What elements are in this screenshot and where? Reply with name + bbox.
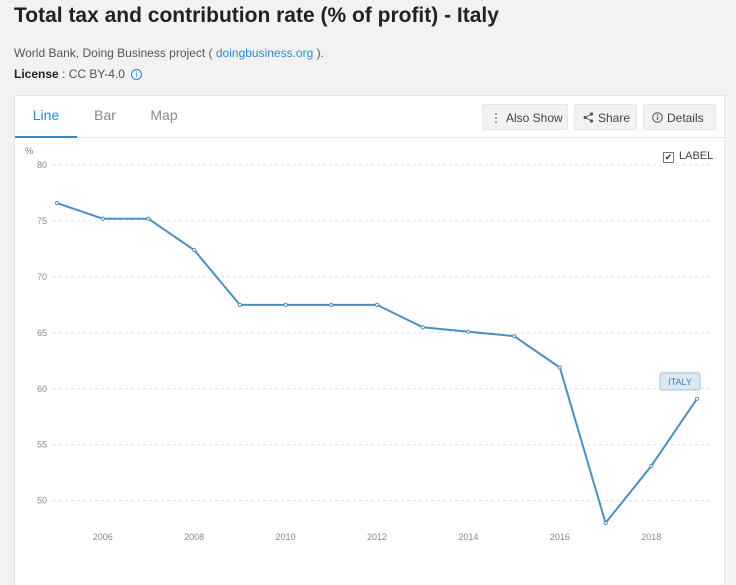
y-tick-label: 60	[37, 384, 47, 394]
y-tick-label: 50	[37, 496, 47, 506]
data-point[interactable]	[512, 334, 517, 339]
details-label: Details	[667, 111, 704, 125]
y-tick-label: 65	[37, 328, 47, 338]
data-point[interactable]	[694, 396, 700, 401]
page-title: Total tax and contribution rate (% of pr…	[14, 4, 499, 27]
y-axis-unit-label: %	[25, 146, 33, 156]
data-point[interactable]	[54, 200, 60, 206]
label-checkbox[interactable]: ✔	[663, 152, 674, 163]
source-suffix: ).	[313, 46, 324, 60]
y-tick-label: 75	[37, 216, 47, 226]
also-show-label: Also Show	[506, 111, 563, 125]
also-show-button[interactable]: ⋮ Also Show	[482, 104, 568, 130]
data-point[interactable]	[283, 302, 288, 307]
series-label: ITALY	[668, 377, 692, 387]
y-tick-label: 70	[37, 272, 47, 282]
view-tabs: Line Bar Map ⋮ Also Show Share	[15, 96, 724, 138]
share-button[interactable]: Share	[574, 104, 637, 130]
label-toggle-text: LABEL	[679, 150, 714, 162]
data-point[interactable]	[374, 302, 380, 307]
tab-bar[interactable]: Bar	[94, 107, 116, 123]
info-circle-icon	[650, 105, 664, 131]
more-vertical-icon: ⋮	[490, 111, 502, 125]
data-point[interactable]	[649, 463, 654, 469]
license-label: License	[14, 67, 59, 81]
license-line: License : CC BY-4.0 i	[14, 67, 142, 81]
x-tick-label: 2016	[550, 532, 570, 542]
source-prefix: World Bank, Doing Business project (	[14, 46, 216, 60]
series-line	[56, 202, 698, 524]
data-point[interactable]	[329, 302, 334, 307]
x-tick-label: 2012	[367, 532, 387, 542]
share-label: Share	[598, 111, 631, 125]
y-tick-label: 80	[37, 160, 47, 170]
x-tick-label: 2010	[276, 532, 296, 542]
y-tick-label: 55	[37, 440, 47, 450]
license-value: : CC BY-4.0	[58, 67, 125, 81]
data-point[interactable]	[192, 247, 197, 253]
data-point[interactable]	[466, 329, 471, 334]
source-link[interactable]: doingbusiness.org	[215, 46, 314, 60]
data-point[interactable]	[237, 302, 242, 307]
label-toggle[interactable]: ✔ LABEL	[663, 150, 713, 163]
data-point[interactable]	[100, 216, 105, 221]
share-icon	[581, 105, 595, 131]
data-point[interactable]	[603, 520, 608, 526]
x-tick-label: 2014	[458, 532, 478, 542]
tab-line[interactable]: Line	[15, 96, 77, 138]
data-point[interactable]	[420, 325, 425, 330]
x-tick-label: 2006	[93, 532, 113, 542]
data-point[interactable]	[146, 216, 151, 221]
details-button[interactable]: Details	[643, 104, 716, 130]
tab-map[interactable]: Map	[150, 107, 178, 123]
chart-card: Line Bar Map ⋮ Also Show Share	[14, 95, 725, 585]
x-tick-label: 2018	[641, 532, 661, 542]
series-label-box	[659, 372, 701, 391]
data-point[interactable]	[557, 365, 562, 370]
line-chart: % 50 55 60 65 70 75 80 2006 2008 2010 2012 2014 2016 2…	[25, 146, 712, 542]
x-tick-label: 2008	[184, 532, 204, 542]
source-line: World Bank, Doing Business project ( doi…	[14, 46, 324, 60]
info-icon[interactable]: i	[130, 69, 142, 80]
